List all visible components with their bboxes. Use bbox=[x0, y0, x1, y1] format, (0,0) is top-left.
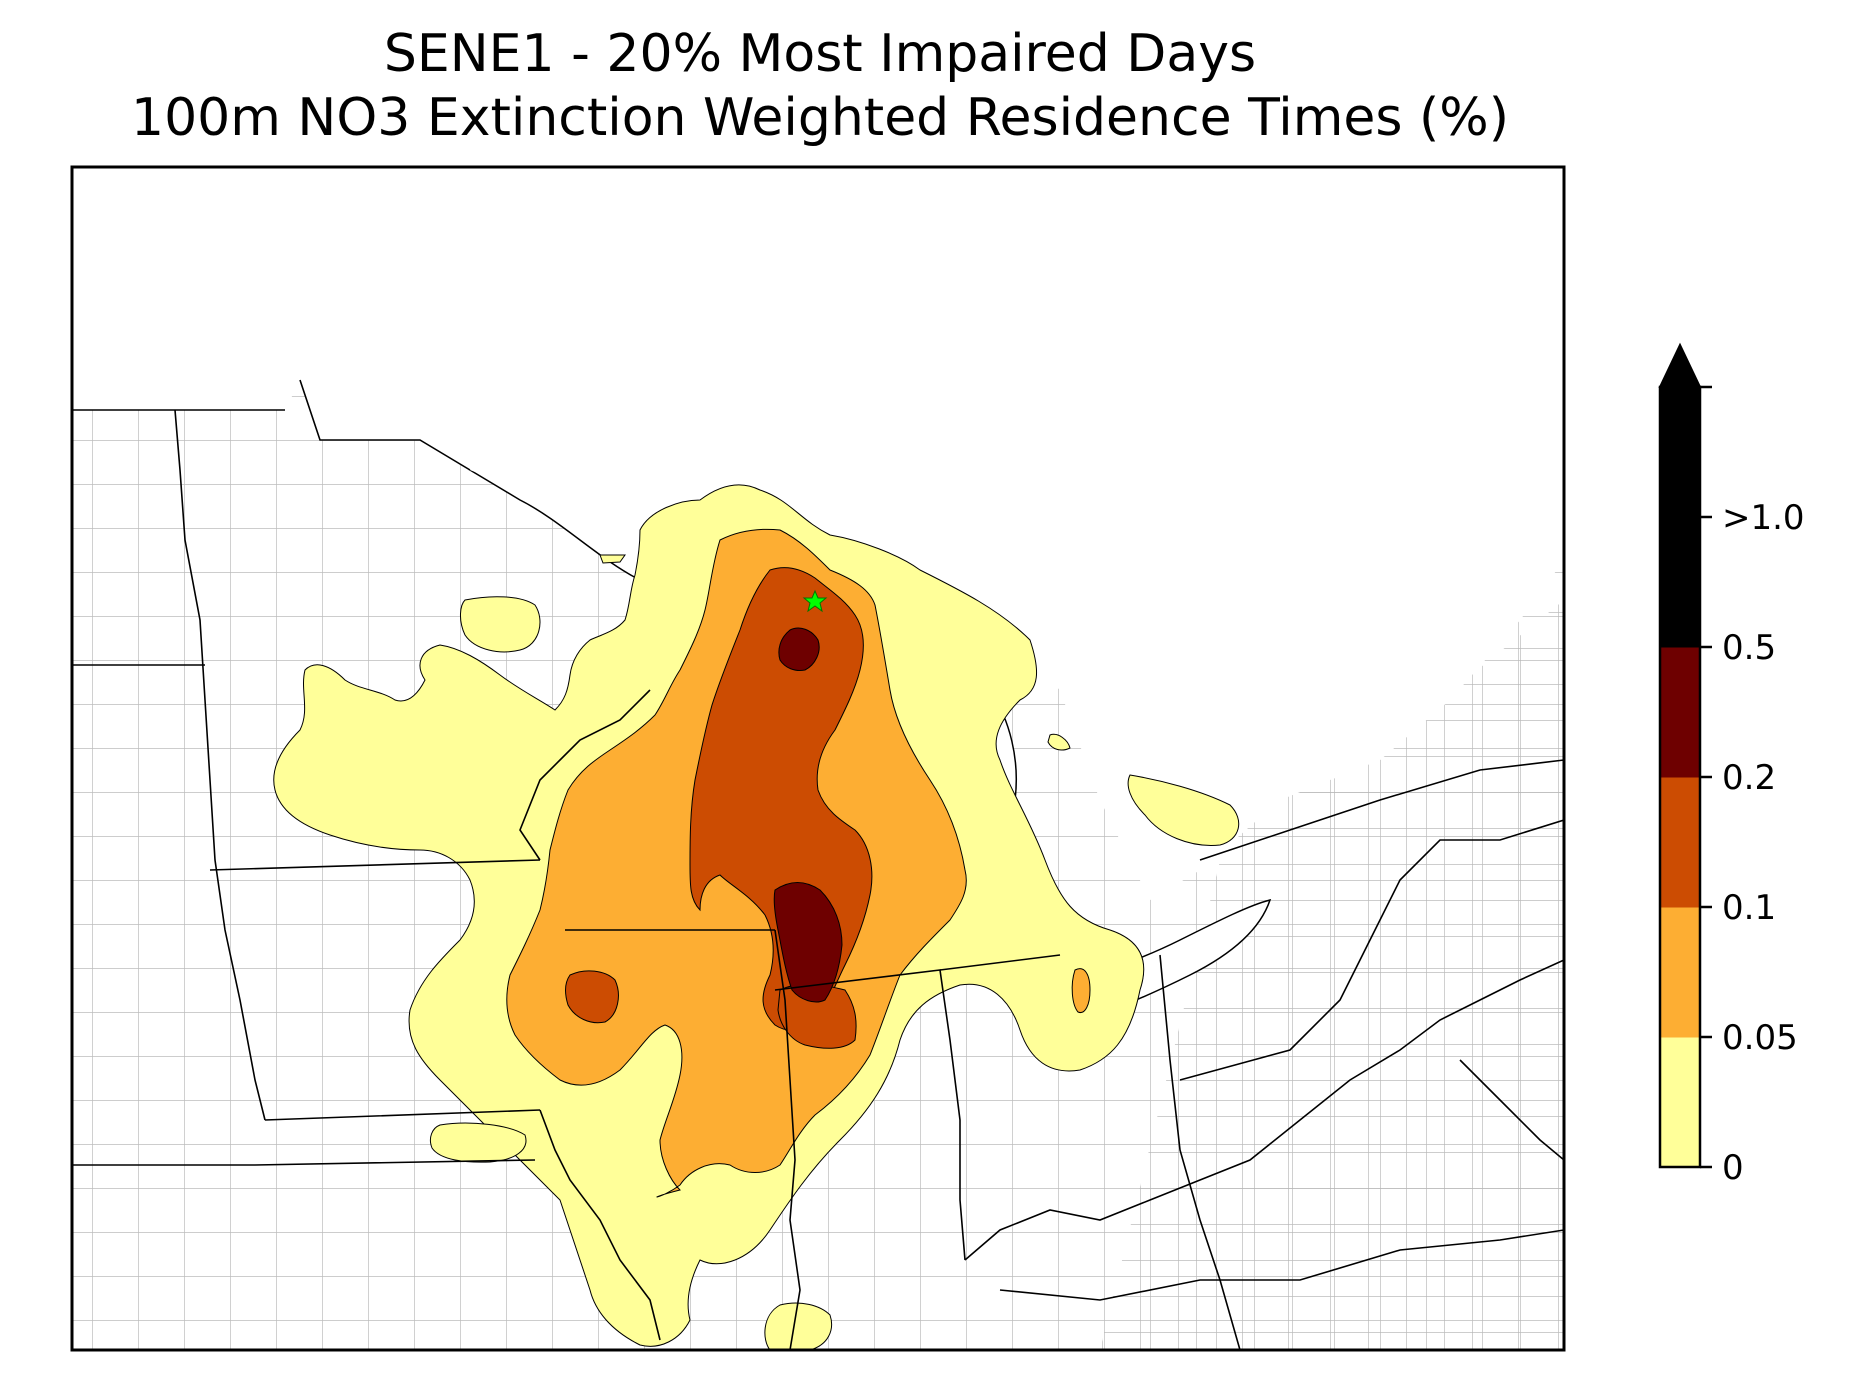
colorbar-tick-label: 0 bbox=[1722, 1148, 1744, 1188]
contour-0.5-core bbox=[778, 627, 820, 671]
contour-0.1-east bbox=[1071, 968, 1091, 1014]
title-line-1: SENE1 - 20% Most Impaired Days bbox=[383, 24, 1257, 84]
contours bbox=[273, 484, 1240, 1350]
colorbar-tick-label: 0.1 bbox=[1722, 888, 1776, 928]
site-marker-star-icon bbox=[802, 589, 828, 613]
colorbar-segment bbox=[1660, 777, 1700, 908]
colorbar-segment bbox=[1660, 517, 1700, 648]
colorbar-segments bbox=[1660, 387, 1700, 1168]
colorbar-segment bbox=[1660, 907, 1700, 1038]
contour-0.5-peninsula bbox=[773, 882, 843, 1003]
contour-0.05-small bbox=[1047, 733, 1071, 751]
colorbar: 0 0.05 0.1 0.2 0.5 >1.0 bbox=[1658, 342, 1805, 1188]
colorbar-extend-arrow bbox=[1658, 342, 1702, 388]
state-boundaries bbox=[72, 379, 1564, 1350]
colorbar-segment bbox=[1660, 1037, 1700, 1168]
colorbar-tick-label: 0.2 bbox=[1722, 758, 1776, 798]
colorbar-tick-label: 0.05 bbox=[1722, 1018, 1798, 1058]
map-title: SENE1 - 20% Most Impaired Days 100m NO3 … bbox=[0, 22, 1640, 150]
colorbar-tick-label: >1.0 bbox=[1722, 498, 1805, 538]
contour-0.05-west bbox=[460, 596, 541, 653]
title-line-2: 100m NO3 Extinction Weighted Residence T… bbox=[131, 88, 1509, 148]
colorbar-segment bbox=[1660, 647, 1700, 778]
map-frame bbox=[70, 165, 1566, 1352]
contour-0.05-ontario bbox=[1127, 774, 1240, 846]
colorbar-ticks: 0 0.05 0.1 0.2 0.5 >1.0 bbox=[1700, 385, 1805, 1188]
contour-0.05-tiny bbox=[599, 554, 626, 564]
contour-0.2-west bbox=[565, 970, 619, 1024]
contour-0.05-southwest bbox=[429, 1122, 527, 1163]
colorbar-tick-label: 0.5 bbox=[1722, 628, 1776, 668]
contour-0.05-south bbox=[764, 1302, 833, 1350]
colorbar-segment bbox=[1660, 387, 1700, 518]
map-body bbox=[72, 167, 1564, 1350]
